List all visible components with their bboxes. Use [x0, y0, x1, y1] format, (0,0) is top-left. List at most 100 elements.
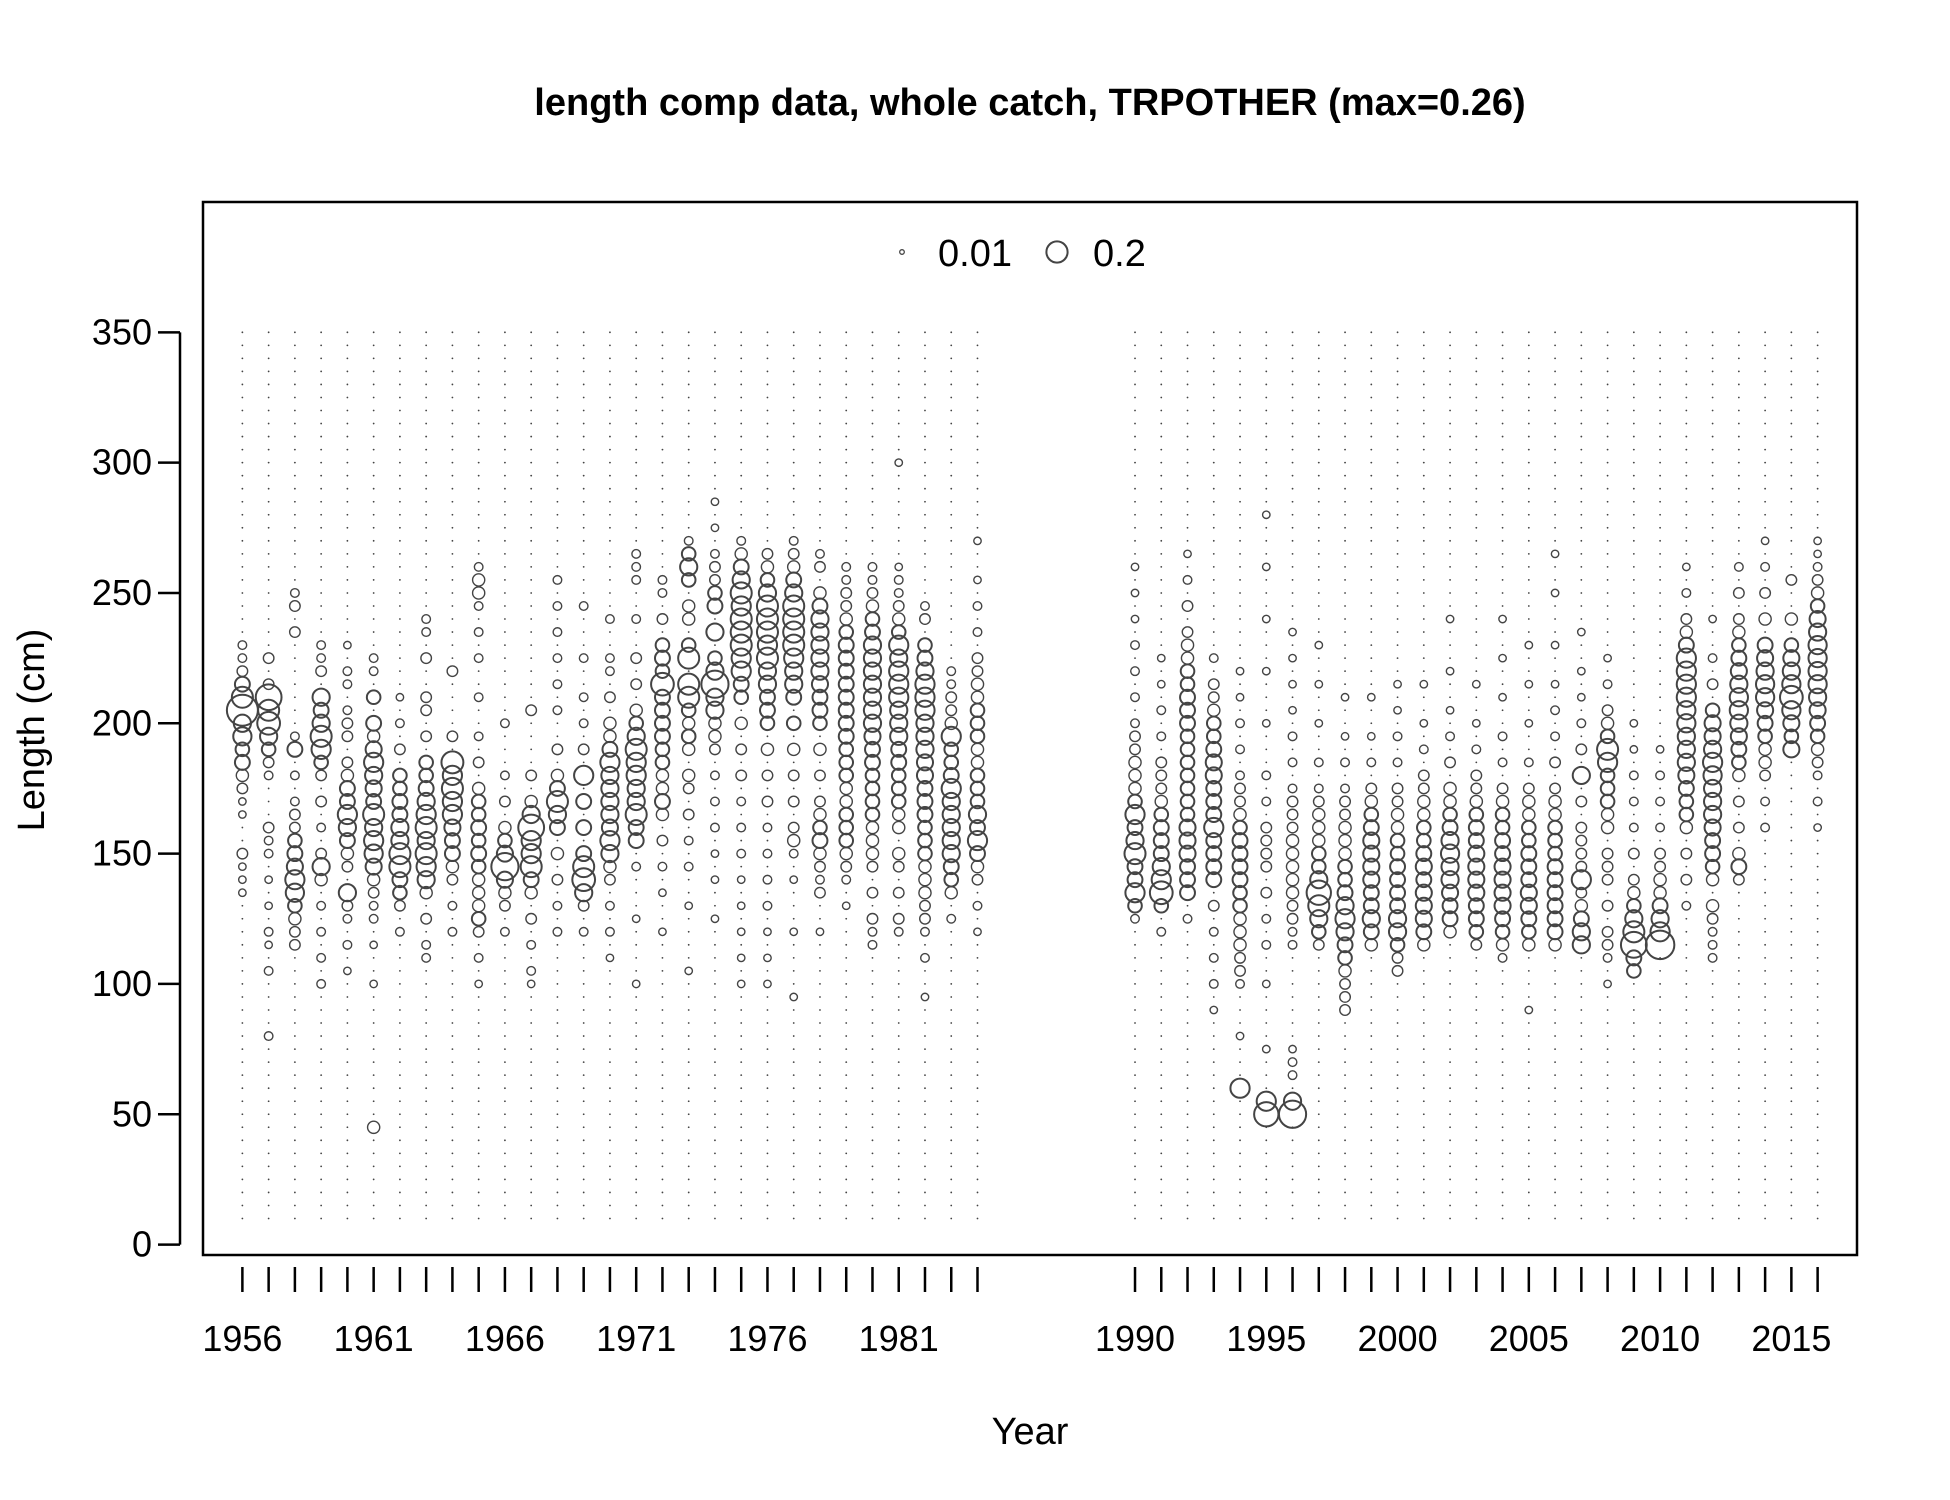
empty-bin-point: [1501, 448, 1504, 451]
empty-bin-point: [1606, 1191, 1609, 1194]
empty-bin-point: [1186, 1126, 1189, 1129]
empty-bin-point: [1554, 696, 1556, 699]
bubble-point: [603, 716, 617, 731]
empty-bin-point: [609, 683, 611, 686]
bubble-point: [789, 875, 799, 885]
empty-bin-point: [1160, 1191, 1163, 1194]
empty-bin-point: [1265, 748, 1268, 751]
empty-bin-point: [1711, 670, 1714, 673]
empty-bin-point: [451, 956, 454, 959]
year-column-1980: [862, 331, 883, 1220]
empty-bin-point: [1554, 1035, 1556, 1037]
empty-bin-point: [845, 1048, 848, 1050]
empty-bin-point: [1134, 956, 1136, 959]
empty-bin-point: [1659, 1100, 1661, 1103]
empty-bin-point: [1790, 370, 1793, 373]
empty-bin-point: [740, 1113, 743, 1116]
empty-bin-point: [1134, 370, 1136, 373]
empty-bin-point: [976, 592, 979, 594]
bubble-point: [677, 672, 701, 696]
empty-bin-point: [609, 1139, 611, 1142]
year-column-1978: [810, 331, 830, 1220]
bubble-point: [369, 979, 379, 989]
empty-bin-point: [504, 917, 506, 920]
empty-bin-point: [950, 969, 953, 972]
bubble-point: [316, 952, 327, 963]
empty-bin-point: [1186, 1178, 1189, 1181]
bubble-point: [1156, 731, 1167, 742]
empty-bin-point: [1291, 344, 1294, 347]
empty-bin-point: [556, 474, 559, 477]
empty-bin-point: [1475, 539, 1478, 542]
empty-bin-point: [1212, 1191, 1215, 1194]
empty-bin-point: [477, 1191, 480, 1194]
empty-bin-point: [425, 969, 428, 972]
empty-bin-point: [399, 1100, 401, 1103]
empty-bin-point: [1475, 526, 1478, 529]
bubble-point: [495, 870, 514, 889]
bubble-point: [443, 818, 462, 837]
empty-bin-point: [504, 344, 506, 347]
empty-bin-point: [451, 409, 454, 412]
empty-bin-point: [1816, 396, 1819, 399]
bubble-point: [942, 858, 960, 876]
empty-bin-point: [1606, 539, 1609, 542]
bubble-point: [1182, 574, 1193, 585]
empty-bin-point: [477, 1204, 480, 1207]
empty-bin-point: [845, 1113, 848, 1116]
empty-bin-point: [1212, 344, 1215, 347]
empty-bin-point: [1659, 487, 1661, 490]
empty-bin-point: [1475, 1022, 1478, 1024]
empty-bin-point: [661, 904, 664, 907]
empty-bin-point: [740, 487, 743, 490]
empty-bin-point: [1501, 1048, 1504, 1050]
empty-bin-point: [897, 370, 900, 373]
bubble-point: [683, 861, 694, 872]
empty-bin-point: [1370, 526, 1373, 529]
bubble-point: [1338, 833, 1352, 848]
empty-bin-point: [897, 956, 900, 959]
legend: 0.01 0.2: [899, 233, 1146, 275]
bubble-point: [498, 795, 511, 808]
bubble-point: [1392, 731, 1403, 742]
empty-bin-point: [1764, 1061, 1767, 1064]
empty-bin-point: [1449, 1048, 1451, 1050]
empty-bin-point: [1134, 1074, 1136, 1077]
empty-bin-point: [241, 422, 244, 425]
empty-bin-point: [1449, 1217, 1451, 1220]
empty-bin-point: [1764, 422, 1767, 425]
bubble-point: [1261, 666, 1271, 676]
empty-bin-point: [399, 539, 401, 542]
empty-bin-point: [897, 1178, 900, 1181]
bubble-point: [1678, 793, 1695, 810]
empty-bin-point: [241, 983, 244, 985]
empty-bin-point: [530, 1191, 533, 1194]
empty-bin-point: [477, 1048, 480, 1050]
empty-bin-point: [1317, 1022, 1320, 1024]
bubble-point: [1127, 897, 1143, 914]
bubble-point: [729, 633, 753, 657]
empty-bin-point: [1501, 500, 1504, 503]
empty-bin-point: [372, 435, 375, 438]
empty-bin-point: [241, 1022, 244, 1024]
empty-bin-point: [1396, 1139, 1399, 1142]
bubble-point: [310, 738, 332, 760]
bubble-point: [1129, 743, 1141, 756]
bubble-point: [1548, 794, 1562, 809]
empty-bin-point: [504, 1074, 506, 1077]
bubble-point: [316, 653, 327, 664]
empty-bin-point: [372, 1048, 375, 1050]
empty-bin-point: [661, 1217, 664, 1220]
empty-bin-point: [1344, 539, 1346, 542]
bubble-point: [1498, 692, 1507, 702]
empty-bin-point: [1422, 1191, 1425, 1194]
empty-bin-point: [1317, 539, 1320, 542]
bubble-point: [288, 925, 301, 938]
empty-bin-point: [582, 1191, 585, 1194]
empty-bin-point: [1134, 1191, 1136, 1194]
empty-bin-point: [556, 500, 559, 503]
empty-bin-point: [1160, 1009, 1163, 1011]
empty-bin-point: [1449, 1022, 1451, 1024]
empty-bin-point: [661, 383, 664, 386]
empty-bin-point: [609, 370, 611, 373]
